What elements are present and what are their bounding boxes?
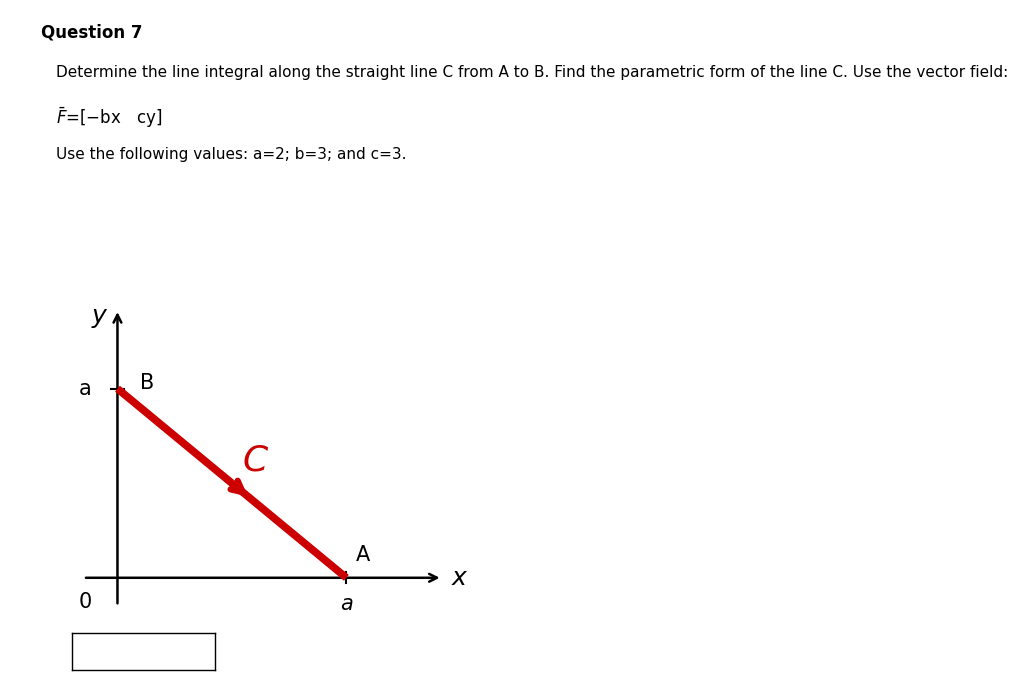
Text: $\bar{F}$=[$-$bx   cy]: $\bar{F}$=[$-$bx cy] [56,106,163,131]
Text: y: y [92,304,106,328]
Text: A: A [355,545,370,565]
Text: C: C [242,443,267,477]
Text: a: a [340,594,352,614]
Text: x: x [452,566,466,590]
Text: a: a [79,379,92,399]
Text: 0: 0 [79,592,92,612]
Text: Determine the line integral along the straight line C from A to B. Find the para: Determine the line integral along the st… [56,65,1009,80]
Text: B: B [140,373,155,393]
Text: Use the following values: a=2; b=3; and c=3.: Use the following values: a=2; b=3; and … [56,147,407,162]
Text: Question 7: Question 7 [41,24,142,42]
